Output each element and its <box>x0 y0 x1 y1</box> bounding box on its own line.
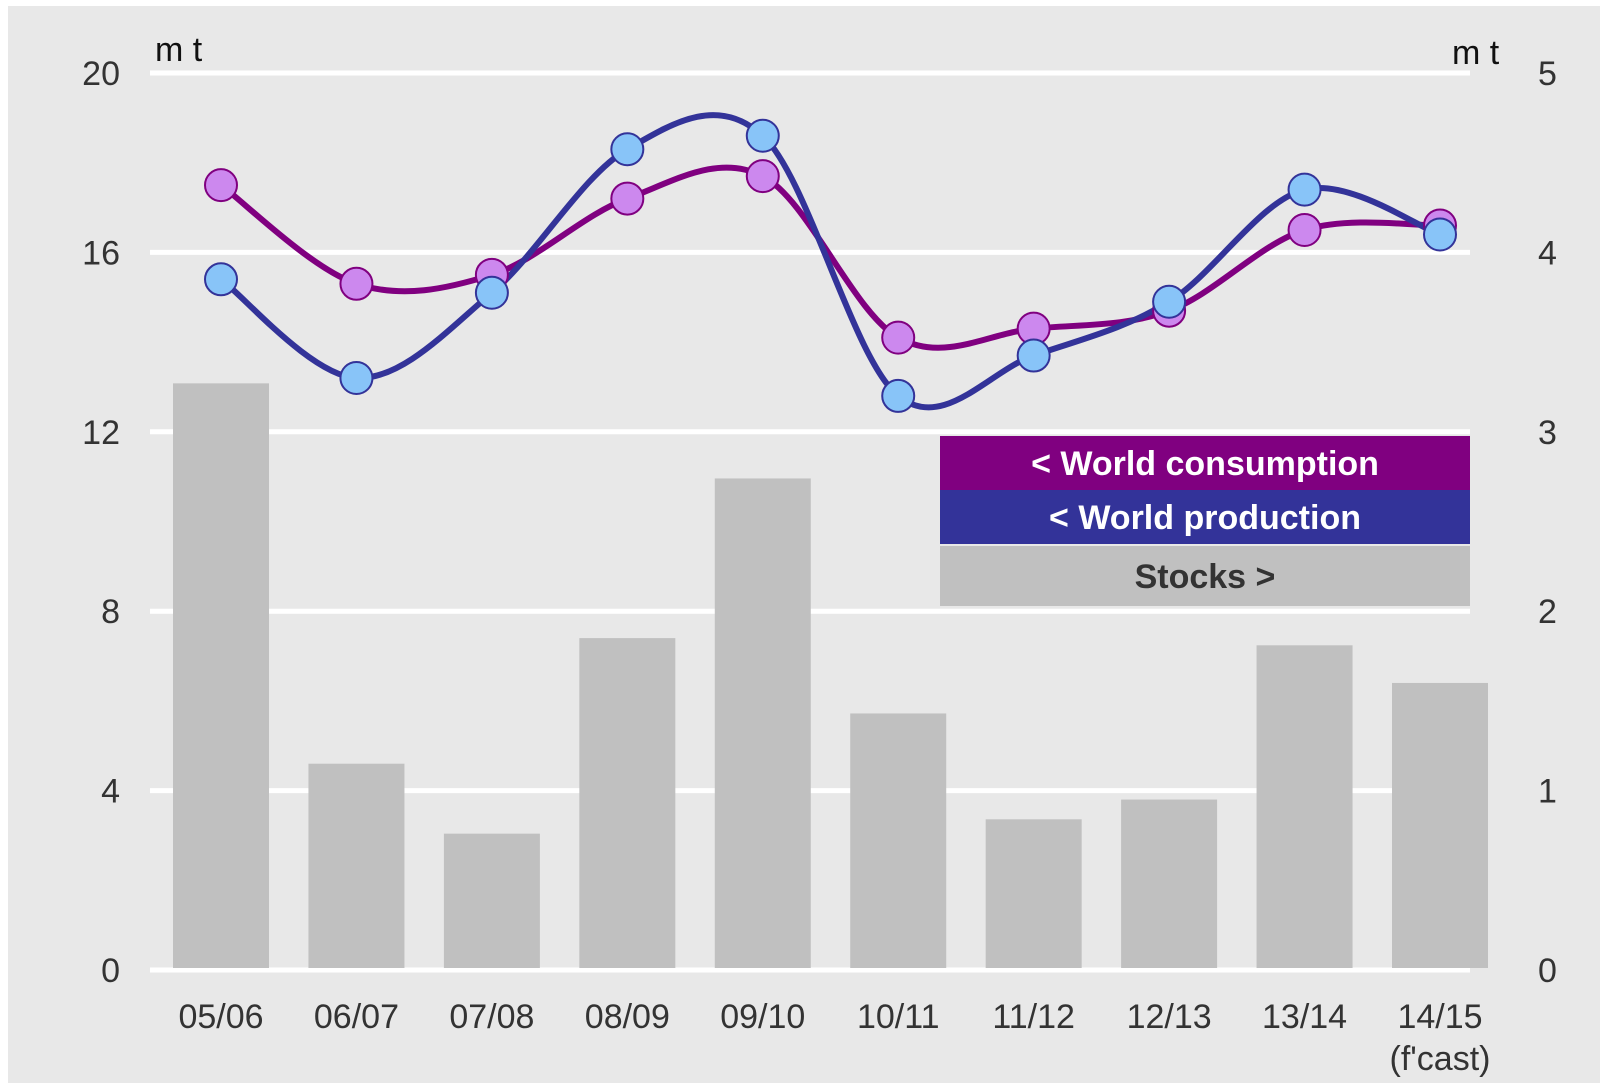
stock-bar <box>1392 682 1488 968</box>
left-tick-label: 4 <box>101 773 120 811</box>
legend-label: < World consumption <box>1031 445 1379 483</box>
world-production-point <box>204 262 238 297</box>
world-production-point <box>1287 172 1322 207</box>
x-tick-label: 14/15 <box>1397 998 1482 1036</box>
stock-bar <box>308 763 405 968</box>
left-axis-unit: m t <box>155 31 203 69</box>
x-tick-label: 05/06 <box>178 998 263 1036</box>
stock-bar <box>443 833 540 968</box>
world-production-point <box>881 378 916 413</box>
left-tick-label: 8 <box>101 593 120 631</box>
right-tick-label: 0 <box>1538 952 1557 990</box>
left-tick-label: 12 <box>82 414 120 452</box>
legend: < World consumption < World production Sto… <box>940 436 1470 606</box>
stock-bar <box>1121 799 1218 968</box>
world-consumption-point <box>610 181 645 216</box>
world-production-point <box>1016 338 1051 373</box>
world-consumption-point <box>204 168 238 203</box>
series-lines <box>218 112 1443 411</box>
stock-bar <box>985 819 1082 968</box>
stock-bars <box>173 383 1488 968</box>
right-axis-unit: m t <box>1452 34 1500 72</box>
world-consumption-point <box>745 159 780 194</box>
world-consumption-point <box>881 320 916 355</box>
series-markers <box>204 118 1457 413</box>
left-tick-label: 16 <box>82 234 120 272</box>
stock-bar <box>173 383 269 968</box>
x-tick-label: 13/14 <box>1262 998 1347 1036</box>
left-tick-label: 20 <box>82 55 120 93</box>
x-tick-label: 08/09 <box>585 998 670 1036</box>
x-tick-sublabel: (f'cast) <box>1390 1040 1491 1078</box>
right-tick-label: 3 <box>1538 414 1557 452</box>
world-production-point <box>1423 217 1457 252</box>
x-tick-label: 07/08 <box>449 998 534 1036</box>
x-tick-label: 12/13 <box>1127 998 1212 1036</box>
stock-bar <box>714 478 811 968</box>
x-tick-labels: 05/06 06/07 07/08 08/09 09/10 10/11 11/12 12/13… <box>178 998 1490 1078</box>
legend-swatch <box>940 490 1470 544</box>
right-tick-label: 2 <box>1538 593 1557 631</box>
world-production-point <box>1152 284 1187 319</box>
axis-labels: m t m t 0 0 4 1 8 2 12 3 16 4 20 5 <box>82 31 1557 990</box>
world-production-point <box>474 275 509 310</box>
legend-swatch <box>940 436 1470 490</box>
world-production-point <box>745 118 780 153</box>
legend-label: Stocks > <box>1135 558 1276 596</box>
left-tick-label: 0 <box>101 952 120 990</box>
world-consumption-point <box>339 266 374 301</box>
legend-swatch <box>940 546 1470 606</box>
stock-bar <box>850 713 947 968</box>
world-consumption-point <box>1287 212 1322 247</box>
world-production-point <box>610 132 645 167</box>
stock-bar <box>1256 645 1353 968</box>
right-tick-label: 5 <box>1538 55 1557 93</box>
x-tick-label: 06/07 <box>314 998 399 1036</box>
x-tick-label: 10/11 <box>857 998 940 1036</box>
world-production-point <box>339 360 374 395</box>
legend-label: < World production <box>1049 499 1361 537</box>
right-tick-label: 1 <box>1538 773 1557 811</box>
right-tick-label: 4 <box>1538 234 1557 272</box>
x-tick-label: 11/12 <box>992 998 1075 1036</box>
stock-bar <box>579 638 676 968</box>
x-tick-label: 09/10 <box>720 998 805 1036</box>
world-production-line <box>218 112 1443 411</box>
